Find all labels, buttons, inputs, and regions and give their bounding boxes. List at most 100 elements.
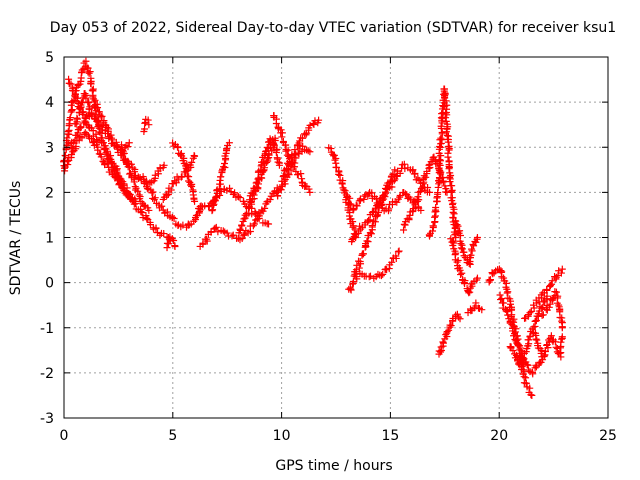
data-point	[77, 123, 85, 131]
data-point	[409, 166, 417, 174]
data-point	[211, 224, 219, 232]
data-point	[396, 169, 404, 177]
data-point	[353, 275, 361, 283]
data-point	[522, 379, 530, 387]
data-point	[552, 288, 560, 296]
data-points	[60, 57, 566, 399]
data-point	[76, 124, 84, 132]
data-point	[548, 277, 556, 285]
data-point	[145, 121, 153, 129]
data-point	[287, 160, 295, 168]
data-point	[372, 206, 380, 214]
data-point	[124, 143, 132, 151]
axis-ticks: 0 5 10 15 20 25 -3 -2 -1 0 1 2 3 4 5	[40, 50, 617, 444]
y-tick-label: 1	[45, 231, 54, 247]
data-point	[272, 149, 280, 157]
data-point	[229, 231, 237, 239]
data-point	[379, 270, 387, 278]
data-point	[558, 333, 566, 341]
data-point	[442, 97, 450, 105]
data-point	[533, 336, 541, 344]
data-point	[538, 304, 546, 312]
data-point	[78, 134, 86, 142]
data-point	[400, 226, 408, 234]
data-point	[251, 208, 259, 216]
data-point	[71, 136, 79, 144]
data-point	[446, 178, 454, 186]
data-point	[172, 179, 180, 187]
data-point	[545, 303, 553, 311]
data-point	[335, 170, 343, 178]
data-point	[346, 284, 354, 292]
data-point	[388, 258, 396, 266]
data-point	[509, 346, 517, 354]
data-point	[191, 197, 199, 205]
data-point	[557, 269, 565, 277]
data-point	[401, 190, 409, 198]
data-point	[487, 276, 494, 284]
data-point	[546, 281, 554, 289]
data-point	[527, 391, 535, 399]
data-point	[507, 300, 515, 308]
data-point	[375, 200, 383, 208]
data-point	[253, 178, 261, 186]
data-point	[546, 300, 554, 308]
data-point	[381, 188, 389, 196]
data-point	[130, 178, 138, 186]
data-point	[141, 119, 149, 127]
data-point	[417, 187, 425, 195]
data-point	[504, 311, 512, 319]
data-point	[467, 251, 475, 259]
data-point	[528, 368, 536, 376]
data-point	[118, 145, 126, 153]
data-point	[299, 142, 307, 150]
data-point	[235, 193, 243, 201]
data-point	[378, 196, 386, 204]
data-point	[377, 272, 385, 280]
data-point	[260, 158, 268, 166]
data-point	[432, 203, 440, 211]
data-point	[158, 202, 166, 210]
data-point	[539, 311, 547, 319]
data-point	[558, 265, 566, 273]
data-point	[544, 344, 552, 352]
data-point	[163, 192, 171, 200]
data-point	[410, 205, 418, 213]
data-point	[144, 116, 152, 124]
data-point	[522, 348, 530, 356]
data-point	[298, 134, 306, 142]
data-point	[356, 258, 364, 265]
data-point	[223, 229, 231, 237]
data-point	[188, 182, 196, 190]
data-point	[269, 136, 277, 144]
data-point	[310, 121, 318, 129]
data-point	[120, 149, 128, 157]
data-point	[394, 248, 402, 256]
data-point	[247, 198, 255, 206]
data-point	[274, 192, 282, 200]
data-point	[214, 228, 222, 236]
data-point	[112, 138, 120, 146]
data-point	[554, 292, 562, 300]
data-point	[353, 202, 361, 210]
data-point	[458, 269, 466, 277]
data-point	[291, 146, 299, 154]
data-point	[289, 158, 297, 166]
data-point	[453, 221, 461, 229]
data-point	[367, 230, 375, 238]
data-point	[425, 231, 433, 239]
data-point	[461, 280, 469, 288]
data-point	[520, 373, 528, 381]
data-point	[93, 136, 101, 144]
chart-title: Day 053 of 2022, Sidereal Day-to-day VTE…	[50, 20, 616, 36]
y-tick-label: 5	[45, 50, 54, 66]
data-point	[329, 150, 337, 158]
data-point	[557, 338, 565, 346]
data-point	[473, 234, 481, 241]
data-point	[306, 148, 314, 156]
data-point	[285, 170, 293, 178]
data-point	[415, 196, 423, 204]
data-point	[374, 201, 382, 209]
data-point	[518, 362, 526, 370]
data-point	[156, 165, 164, 173]
